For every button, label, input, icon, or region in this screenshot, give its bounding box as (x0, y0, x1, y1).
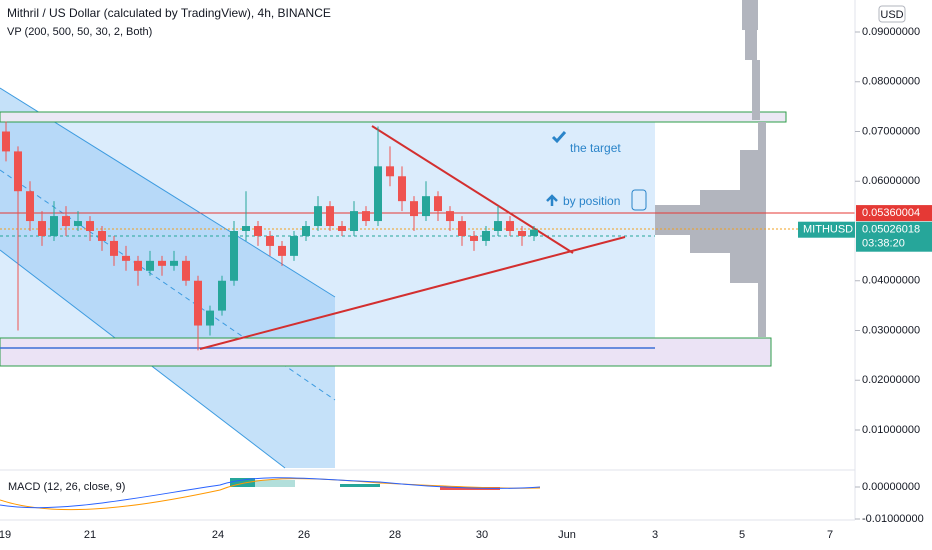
candle-body (446, 211, 454, 222)
price-tag (856, 205, 932, 222)
y-tick-label: 0.07000000 (862, 125, 920, 137)
candle-body (110, 240, 118, 256)
candle-body (362, 211, 370, 222)
arrow-icon (546, 194, 558, 206)
last-price-tag (856, 221, 932, 252)
candle-body (422, 196, 430, 217)
y-tick-label: 0.03000000 (862, 324, 920, 336)
hand-icon (631, 189, 647, 211)
x-tick-label: 26 (298, 529, 310, 541)
symbol-tag (798, 221, 855, 238)
candle-body (458, 221, 466, 236)
candle-body (386, 166, 394, 177)
y-tick-label: 0.08000000 (862, 76, 920, 88)
y-tick-label: 0.09000000 (862, 26, 920, 38)
candle-body (74, 221, 82, 227)
candle-body (290, 235, 298, 256)
last-price-label: 0.05026018 (862, 224, 920, 236)
price-axis (855, 0, 932, 550)
macd-line (0, 477, 541, 509)
candle-body (266, 235, 274, 246)
candle-body (338, 226, 346, 231)
y-tick-label: 0.01000000 (862, 424, 920, 436)
macd-tick-label: 0.00000000 (862, 481, 920, 493)
candle-body (206, 310, 214, 326)
trend-up (199, 236, 626, 350)
target-note: the target (570, 141, 621, 155)
x-tick-label: 24 (212, 529, 224, 541)
countdown: 03:38:20 (862, 238, 905, 250)
candles (2, 121, 538, 351)
candle-body (26, 191, 34, 222)
candle-body (98, 231, 106, 241)
candle-body (38, 221, 46, 236)
candle-body (302, 226, 310, 236)
candle-body (2, 131, 10, 152)
candle-body (146, 260, 154, 271)
currency[interactable]: USD (880, 9, 903, 21)
channel-mid (0, 169, 336, 401)
x-tick-label: 7 (827, 529, 833, 541)
candle-body (122, 255, 130, 261)
macd-label: MACD (12, 26, close, 9) (8, 481, 125, 493)
symbol-tag-label: MITHUSD (803, 224, 853, 236)
candle-body (314, 206, 322, 227)
x-tick-label: 28 (389, 529, 401, 541)
macd-tick-label: -0.01000000 (862, 513, 924, 525)
candle-body (278, 245, 286, 256)
candle-body (326, 206, 334, 227)
y-tick-label: 0.04000000 (862, 275, 920, 287)
candle-body (14, 151, 22, 192)
candle-body (182, 260, 190, 281)
y-tick-label: 0.02000000 (862, 374, 920, 386)
check-icon (551, 131, 567, 144)
symbol-title: Mithril / US Dollar (calculated by Tradi… (7, 6, 331, 20)
candle-body (350, 211, 358, 231)
support-box (0, 337, 772, 367)
candle-body (482, 231, 490, 241)
candle-body (230, 231, 238, 281)
indicator-label: VP (200, 500, 50, 30, 2, Both) (7, 26, 152, 38)
x-tick-label: Jun (558, 529, 576, 541)
candle-body (470, 235, 478, 241)
candle-body (86, 221, 94, 231)
candle-body (218, 280, 226, 311)
trend-down (371, 125, 574, 254)
candle-body (506, 221, 514, 231)
channel (0, 88, 335, 468)
candle-body (434, 196, 442, 212)
x-tick-label: 30 (476, 529, 488, 541)
macd-pane: MACD (12, 26, close, 9) (0, 469, 855, 511)
price-tag-label: 0.05360004 (862, 207, 920, 219)
y-tick-label: 0.06000000 (862, 175, 920, 187)
candle-body (494, 221, 502, 231)
candle-body (134, 260, 142, 271)
x-tick-label: 21 (84, 529, 96, 541)
candle-body (62, 216, 70, 227)
position-note: by position (563, 194, 620, 208)
candle-body (410, 201, 418, 217)
x-tick-label: 5 (739, 529, 745, 541)
candle-body (530, 229, 538, 236)
drawings (0, 0, 855, 469)
signal-line (0, 478, 541, 511)
candle-body (50, 216, 58, 236)
candle-body (242, 226, 250, 231)
candle-body (158, 260, 166, 266)
currency-button[interactable] (878, 5, 906, 23)
candle-body (398, 176, 406, 202)
channel-top (0, 87, 336, 298)
x-tick-label: 3 (652, 529, 658, 541)
candle-body (374, 166, 382, 222)
x-tick-label: 19 (0, 529, 11, 541)
target-box (0, 111, 787, 123)
candle-body (254, 226, 262, 236)
volume-profile (655, 0, 766, 337)
candle-body (518, 231, 526, 236)
candle-body (194, 280, 202, 326)
candle-body (170, 260, 178, 266)
